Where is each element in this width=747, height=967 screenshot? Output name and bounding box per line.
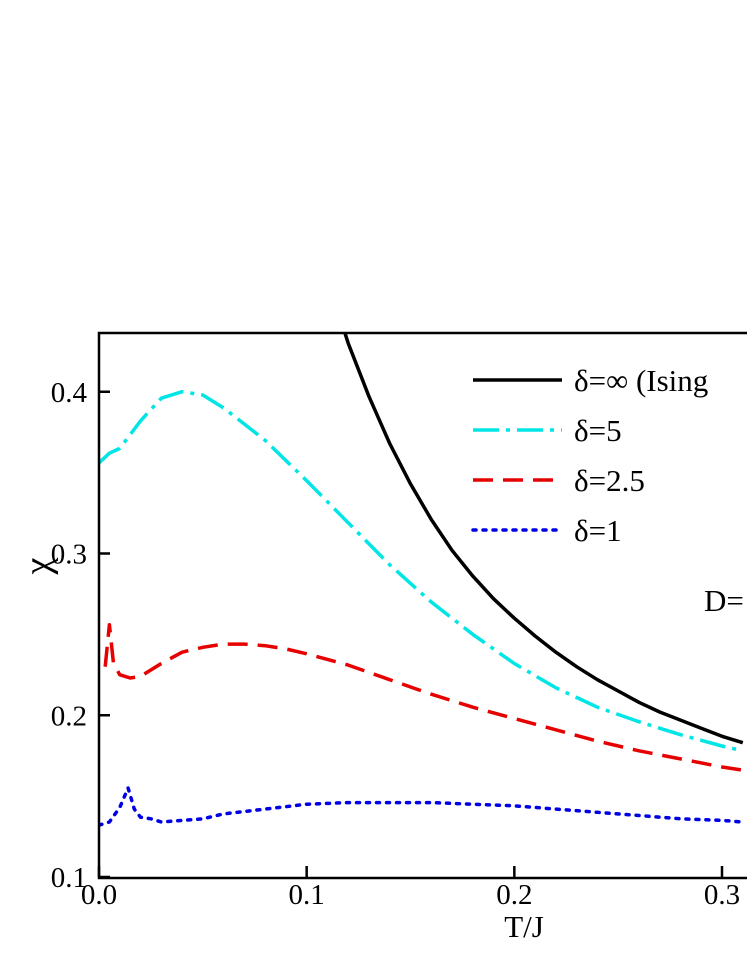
legend-label-3: δ=1 <box>574 513 622 548</box>
series-layer <box>99 333 745 827</box>
x-tick-label-3: 0.3 <box>704 879 740 911</box>
y-tick-label-3: 0.4 <box>51 377 88 409</box>
legend-label-2: δ=2.5 <box>574 463 645 498</box>
y-tick-label-1: 0.2 <box>51 700 87 732</box>
x-tick-label-1: 0.1 <box>289 879 325 911</box>
series-line-1 <box>99 389 744 753</box>
ticks-layer: 0.0 0.1 0.2 0.30.10.20.30.4 <box>51 377 740 911</box>
legend-label-1: δ=5 <box>574 413 622 448</box>
legend-label-0: δ=∞ (Ising <box>574 363 708 398</box>
annotation-text: D= <box>704 583 744 618</box>
y-tick-label-0: 0.1 <box>51 862 87 894</box>
series-line-3 <box>99 786 745 827</box>
x-tick-label-2: 0.2 <box>496 879 532 911</box>
legend: δ=∞ (Ising δ=5 δ=2.5 δ=1 <box>471 363 708 548</box>
series-line-0 <box>343 333 744 745</box>
y-axis-label: χ <box>17 557 59 575</box>
series-line-2 <box>103 622 744 772</box>
x-axis-label: T/J <box>504 909 544 944</box>
x-tick-label-0: 0.0 <box>81 879 117 911</box>
plot-frame <box>97 331 747 880</box>
y-tick-label-2: 0.3 <box>51 539 87 571</box>
